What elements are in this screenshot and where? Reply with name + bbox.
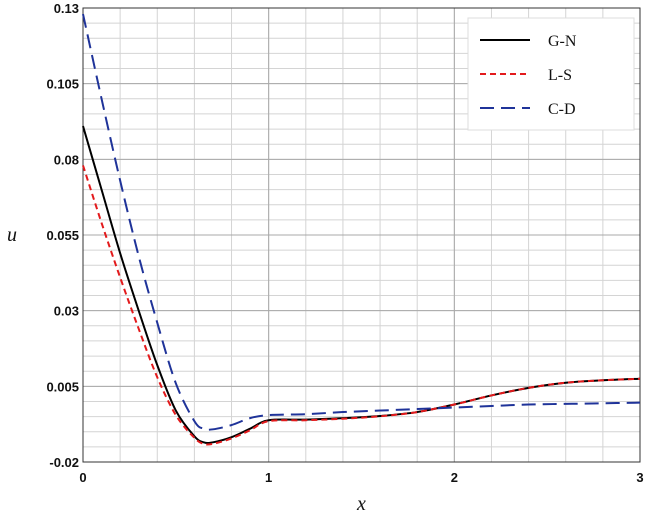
x-tick-labels: 0 1 2 3 — [79, 470, 643, 485]
y-tick-label: 0.055 — [46, 228, 79, 243]
legend-entry: C-D — [548, 101, 576, 118]
series-lines — [82, 13, 641, 446]
x-tick-label: 0 — [79, 470, 86, 485]
x-tick-label: 3 — [636, 470, 643, 485]
y-tick-labels: -0.02 0.005 0.03 0.055 0.08 0.105 0.13 — [46, 1, 79, 470]
series-line-l-s — [82, 165, 641, 446]
legend: G-N L-S C-D — [467, 17, 635, 131]
legend-entry: L-S — [548, 67, 572, 84]
y-tick-label: 0.105 — [46, 77, 79, 92]
y-axis-label: u — [7, 224, 17, 246]
y-tick-label: 0.03 — [54, 304, 79, 319]
series-line-c-d — [82, 13, 641, 431]
y-tick-label: 0.08 — [54, 152, 79, 167]
legend-entry: G-N — [548, 33, 577, 50]
series-line-g-n — [82, 125, 641, 445]
x-tick-label: 1 — [265, 470, 272, 485]
x-axis-label: x — [356, 493, 366, 515]
plot-frame — [82, 7, 641, 463]
y-tick-label: 0.005 — [46, 379, 79, 394]
y-tick-label: -0.02 — [49, 455, 79, 470]
y-tick-label: 0.13 — [54, 1, 79, 16]
x-tick-label: 2 — [451, 470, 458, 485]
